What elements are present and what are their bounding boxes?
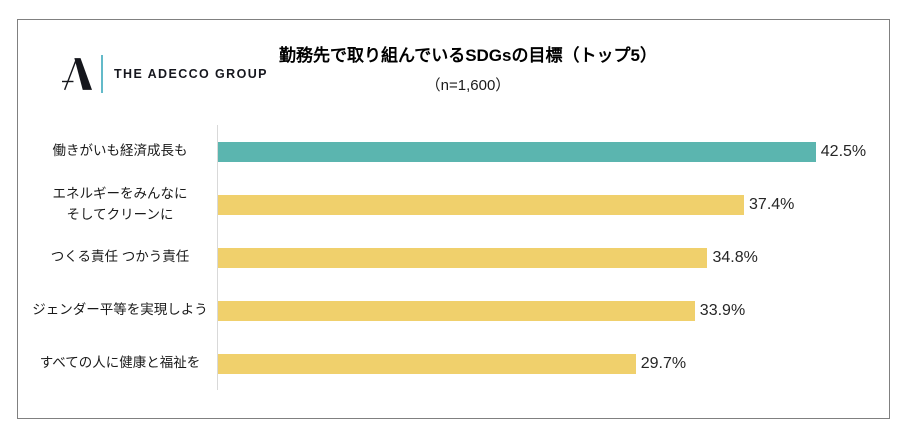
logo-divider <box>101 55 103 93</box>
bar-segment <box>218 141 816 162</box>
value-label: 33.9% <box>699 301 746 319</box>
chart-row: ジェンダー平等を実現しよう 33.9% <box>31 284 865 337</box>
category-label: ジェンダー平等を実現しよう <box>32 302 208 318</box>
chart-subtitle: （n=1,600） <box>425 77 511 95</box>
category-label: つくる責任 つかう責任 <box>50 249 190 265</box>
adecco-a-icon <box>62 58 92 91</box>
bar-track: 34.8% <box>217 231 865 284</box>
outer-frame: THE ADECCO GROUP 勤務先で取り組んでいるSDGsの目標（トップ5… <box>17 19 890 419</box>
bar-track: 33.9% <box>217 284 865 337</box>
bar-track: 37.4% <box>217 178 865 231</box>
chart-row: つくる責任 つかう責任 34.8% <box>31 231 865 284</box>
bar-track: 42.5% <box>217 125 867 178</box>
category-label: エネルギーをみんなに そしてクリーンに <box>52 186 188 222</box>
bar-track: 29.7% <box>217 337 865 390</box>
logo-brand-text: THE ADECCO GROUP <box>114 67 268 81</box>
chart-row: 働きがいも経済成長も 42.5% <box>31 125 867 178</box>
bar-chart: 働きがいも経済成長も 42.5% エネルギーをみんなに そしてクリーンに 37.… <box>31 125 867 390</box>
value-label: 34.8% <box>712 248 758 266</box>
chart-row: エネルギーをみんなに そしてクリーンに 37.4% <box>31 178 865 231</box>
chart-title: 勤務先で取り組んでいるSDGsの目標（トップ5） <box>279 46 657 65</box>
category-label: すべての人に健康と福祉を <box>39 355 201 371</box>
chart-row: すべての人に健康と福祉を 29.7% <box>31 337 865 390</box>
chart-header: 勤務先で取り組んでいるSDGsの目標（トップ5） （n=1,600） <box>138 45 798 95</box>
bar-segment <box>218 300 695 321</box>
bar-segment <box>218 353 636 374</box>
value-label: 42.5% <box>820 142 867 160</box>
value-label: 29.7% <box>640 354 687 372</box>
value-label: 37.4% <box>749 195 795 213</box>
bar-segment <box>218 247 708 268</box>
adecco-logo: THE ADECCO GROUP <box>62 53 268 95</box>
category-label: 働きがいも経済成長も <box>52 143 188 159</box>
bar-segment <box>218 194 745 215</box>
